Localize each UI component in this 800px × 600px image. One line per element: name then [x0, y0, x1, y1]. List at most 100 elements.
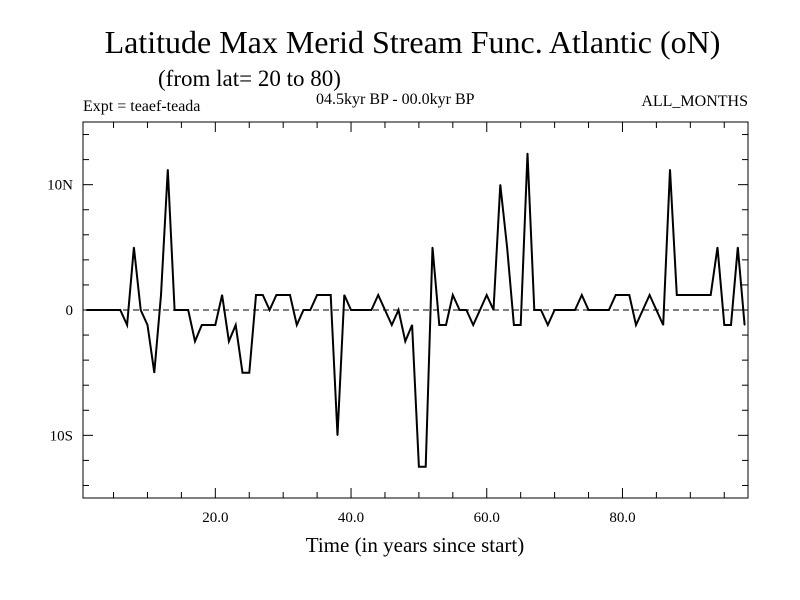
data-point: [207, 324, 210, 326]
data-point: [628, 294, 630, 296]
data-point: [601, 309, 603, 311]
data-point: [289, 294, 291, 296]
data-point: [235, 324, 237, 326]
data-point: [676, 294, 678, 296]
data-point: [119, 309, 121, 311]
data-point: [140, 309, 142, 311]
data-point: [106, 309, 108, 311]
data-point: [167, 169, 169, 171]
series-line: [86, 153, 746, 468]
data-point: [180, 309, 182, 311]
data-point: [526, 152, 529, 154]
data-point: [160, 294, 162, 296]
x-tick-label: 60.0: [474, 510, 500, 526]
data-point: [146, 324, 149, 326]
data-point: [309, 309, 311, 311]
data-point: [445, 324, 447, 326]
data-point: [689, 294, 691, 296]
data-point: [214, 324, 216, 326]
data-point: [472, 324, 474, 326]
x-tick-label: 20.0: [202, 510, 228, 526]
data-point: [459, 309, 461, 311]
axis-ticks: [83, 122, 748, 498]
x-axis-label: Time (in years since start): [306, 533, 525, 557]
data-point: [682, 294, 685, 296]
data-point: [492, 309, 495, 311]
data-point: [574, 309, 576, 311]
data-point: [153, 372, 155, 374]
data-point: [723, 324, 725, 326]
data-point: [506, 246, 508, 248]
data-point: [425, 466, 427, 468]
data-point: [302, 309, 305, 311]
data-point: [669, 169, 671, 171]
data-point: [92, 309, 94, 311]
data-point: [404, 340, 406, 342]
data-point: [187, 309, 189, 311]
data-point: [112, 309, 115, 311]
data-point: [465, 309, 467, 311]
data-point: [635, 324, 637, 326]
chart-title: Latitude Max Merid Stream Func. Atlantic…: [104, 24, 721, 60]
data-point: [336, 434, 339, 436]
data-point: [364, 309, 366, 311]
data-point: [126, 324, 128, 326]
data-point: [540, 309, 542, 311]
data-point: [655, 309, 657, 311]
data-point: [615, 294, 617, 296]
data-point: [560, 309, 562, 311]
data-point: [194, 340, 196, 342]
data-point: [384, 309, 386, 311]
data-point: [411, 324, 413, 326]
x-tick-labels: 20.0 40.0 60.0 80.0: [202, 510, 635, 526]
data-point: [255, 294, 257, 296]
data-point: [710, 294, 712, 296]
data-point: [262, 294, 264, 296]
data-point: [269, 309, 271, 311]
data-point: [221, 294, 223, 296]
data-point: [567, 309, 569, 311]
data-point: [357, 309, 359, 311]
data-point: [581, 294, 583, 296]
data-point: [282, 294, 284, 296]
data-point: [520, 324, 522, 326]
data-point: [85, 309, 87, 311]
data-point: [241, 372, 244, 374]
data-point: [642, 309, 644, 311]
data-point: [431, 246, 434, 248]
data-point: [275, 294, 277, 296]
data-point: [248, 372, 250, 374]
data-point: [554, 309, 556, 311]
data-point: [174, 309, 176, 311]
data-point: [201, 324, 203, 326]
data-point: [330, 294, 332, 296]
data-point: [737, 246, 739, 248]
data-point: [587, 309, 590, 311]
experiment-label: Expt = teaef-teada: [83, 98, 201, 115]
data-point: [391, 324, 393, 326]
data-point: [343, 294, 345, 296]
data-point: [316, 294, 318, 296]
y-tick-labels: 10N 0 10S: [47, 178, 73, 445]
data-point: [418, 466, 420, 468]
data-point: [621, 294, 624, 296]
data-point: [703, 294, 705, 296]
y-tick-label: 10S: [50, 428, 73, 444]
x-tick-label: 40.0: [338, 510, 364, 526]
data-point: [296, 324, 298, 326]
data-point: [649, 294, 651, 296]
data-point: [716, 246, 719, 248]
data-point: [730, 324, 732, 326]
y-tick-label: 10N: [47, 178, 73, 194]
data-point: [438, 324, 440, 326]
data-point: [452, 294, 454, 296]
data-point: [397, 309, 400, 311]
period-label: 04.5kyr BP - 00.0kyr BP: [316, 91, 475, 108]
data-point: [133, 246, 135, 248]
months-label: ALL_MONTHS: [641, 93, 748, 110]
x-tick-label: 80.0: [609, 510, 635, 526]
data-point: [486, 294, 488, 296]
data-point: [323, 294, 325, 296]
data-point: [696, 294, 698, 296]
